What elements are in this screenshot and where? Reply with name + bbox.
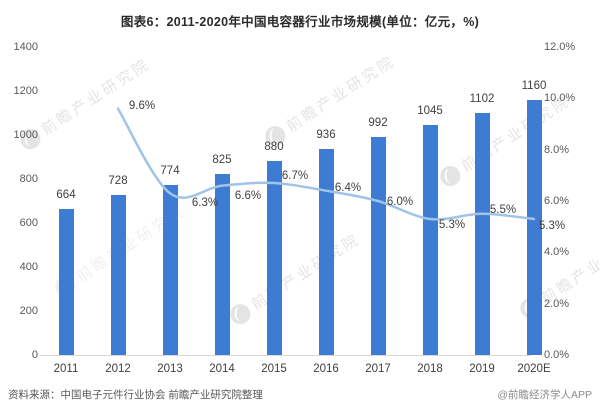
bar [58, 208, 74, 355]
y2-axis-tick-label: 10.0% [544, 92, 576, 105]
x-axis-tick-label: 2019 [469, 363, 495, 375]
line-point-label: 5.3% [438, 218, 466, 231]
y-axis-tick-label: 1200 [13, 85, 38, 97]
x-axis-tick-label: 2016 [313, 363, 339, 375]
x-axis-tick-label: 2012 [105, 363, 131, 375]
watermark-logo-icon [230, 303, 251, 324]
line-point-label: 9.6% [128, 99, 156, 112]
line-point-label: 6.7% [281, 170, 309, 183]
bar [422, 125, 438, 355]
y-axis-tick-label: 600 [19, 217, 38, 229]
y2-axis-tick-label: 0.0% [544, 349, 570, 361]
x-axis-tick-label: 2014 [209, 363, 235, 375]
line-point-label: 6.4% [334, 181, 362, 194]
bar-value-label: 774 [160, 164, 180, 177]
line-point-label: 6.6% [234, 189, 262, 202]
y2-axis-tick-label: 6.0% [544, 195, 570, 207]
y-axis-tick-label: 200 [19, 305, 38, 317]
bar-value-label: 992 [368, 116, 388, 129]
watermark-text: 前瞻产业研究院 [248, 230, 364, 314]
x-axis-line [40, 355, 531, 356]
bar-value-label: 825 [212, 153, 232, 166]
bar [318, 149, 334, 355]
watermark-text: 前瞻产业研究院 [38, 55, 154, 139]
line-point-label: 5.3% [538, 219, 566, 232]
bar-value-label: 1045 [417, 105, 443, 118]
y-axis-tick-label: 400 [19, 261, 38, 273]
footer: 资料来源：中国电子元件行业协会 前瞻产业研究院整理 @前瞻经济学人APP [8, 387, 592, 402]
credit-text: @前瞻经济学人APP [497, 389, 592, 401]
source-text: 资料来源：中国电子元件行业协会 前瞻产业研究院整理 [8, 389, 263, 401]
x-axis-tick-label: 2013 [157, 363, 183, 375]
bar-value-label: 728 [108, 174, 128, 187]
y-axis-tick-label: 1000 [13, 129, 38, 141]
bar-value-label: 1160 [521, 79, 547, 92]
line-point-label: 6.3% [191, 197, 219, 210]
y-axis-tick-label: 800 [19, 173, 38, 185]
x-axis-tick-label: 2017 [365, 363, 391, 375]
bar-value-label: 936 [316, 129, 336, 142]
y-axis-tick-label: 1400 [13, 41, 38, 53]
y-axis-tick-label: 0 [31, 349, 38, 361]
bar [110, 194, 126, 355]
chart-title: 图表6：2011-2020年中国电容器行业市场规模(单位：亿元，%) [120, 15, 480, 29]
bar [162, 184, 178, 355]
bar [370, 136, 386, 355]
bar-value-label: 1102 [469, 92, 495, 105]
x-axis-tick-label: 2015 [261, 363, 287, 375]
x-axis-tick-label: 2011 [53, 363, 79, 375]
bar-value-label: 664 [56, 188, 76, 201]
line-point-label: 6.0% [386, 196, 414, 208]
y2-axis-tick-label: 4.0% [544, 246, 570, 259]
line-point-label: 5.5% [489, 203, 517, 216]
watermark-text: 前瞻产业研究院 [538, 224, 600, 308]
x-axis-tick-label: 2020E [517, 363, 551, 375]
bar [266, 161, 282, 355]
bar-value-label: 880 [264, 141, 284, 154]
watermark: 前瞻产业研究院 [226, 228, 364, 328]
y2-axis-tick-label: 2.0% [544, 297, 570, 310]
y2-axis-tick-label: 8.0% [544, 143, 570, 156]
x-axis-tick-label: 2018 [417, 363, 443, 375]
bar [474, 112, 490, 355]
watermark-logo-icon [440, 165, 461, 186]
watermark: 前瞻产业研究院 [436, 90, 574, 190]
y2-axis-tick-label: 12.0% [544, 41, 576, 53]
